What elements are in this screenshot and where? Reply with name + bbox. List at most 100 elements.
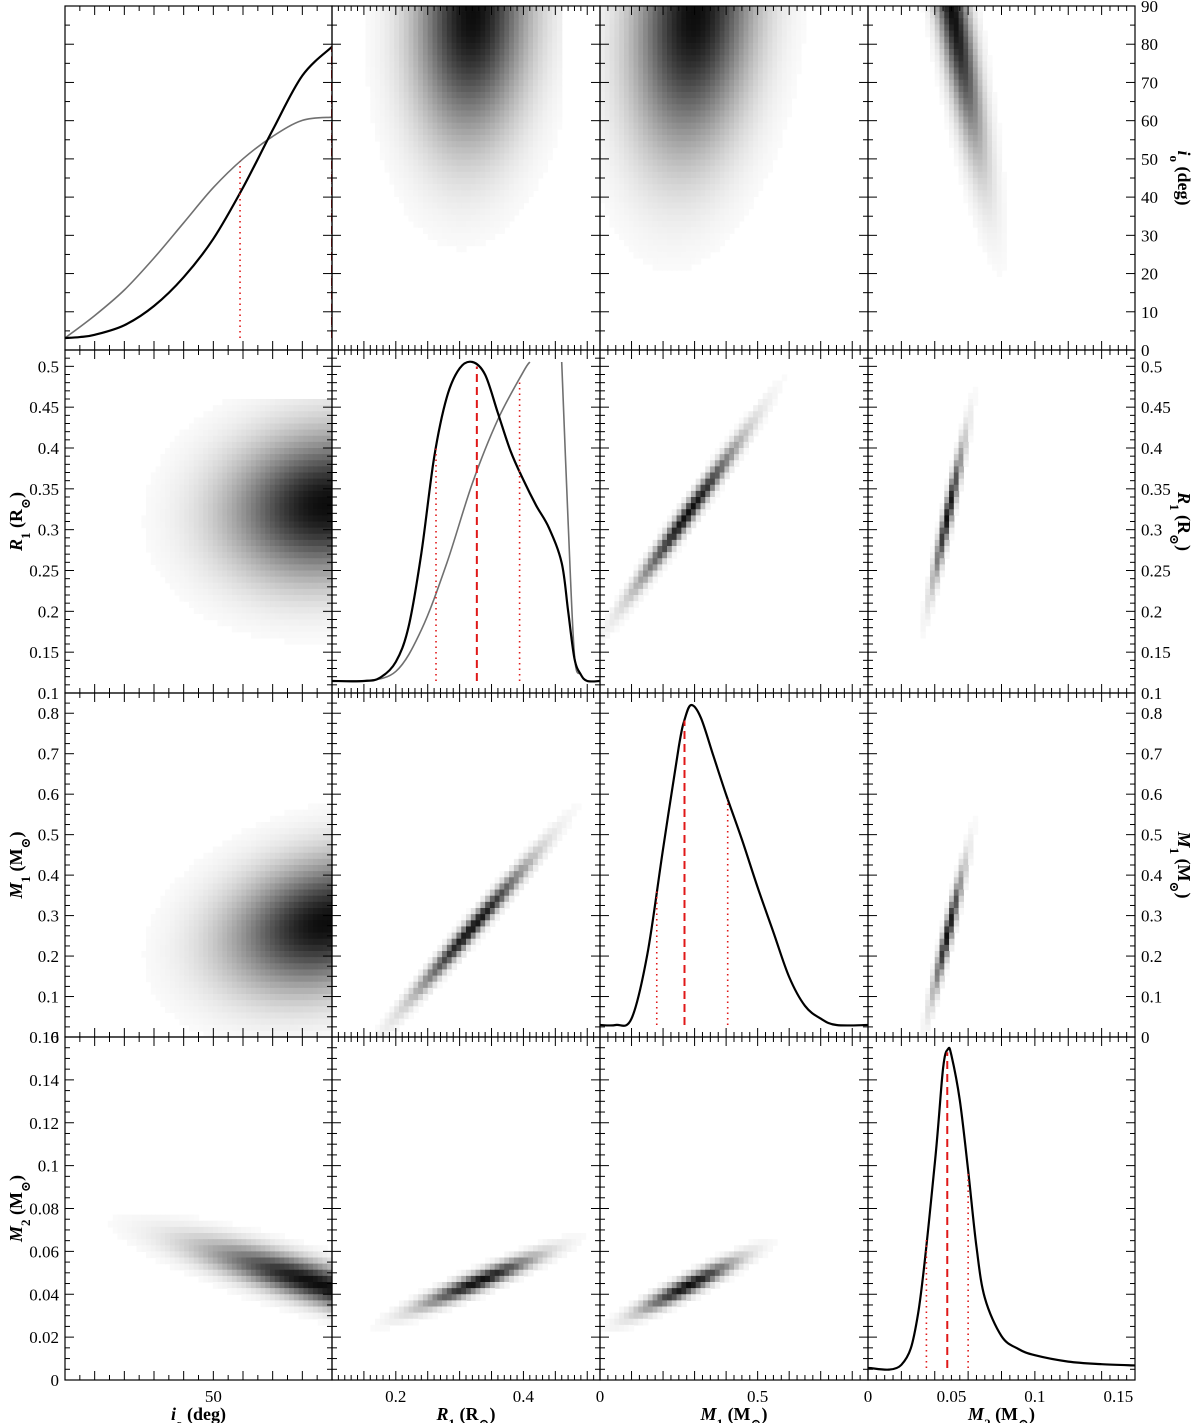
heatmap-cell bbox=[246, 539, 252, 547]
heatmap-cell bbox=[729, 454, 735, 461]
heatmap-cell bbox=[494, 85, 501, 93]
heatmap-cell bbox=[317, 595, 324, 602]
heatmap-cell bbox=[303, 399, 309, 406]
heatmap-cell bbox=[647, 135, 654, 142]
heatmap-cell bbox=[638, 178, 644, 185]
heatmap-cell bbox=[255, 454, 262, 461]
heatmap-cell bbox=[485, 159, 491, 167]
heatmap-cell bbox=[241, 613, 247, 621]
heatmap-cell bbox=[470, 24, 477, 32]
heatmap-cell bbox=[375, 116, 381, 124]
heatmap-cell bbox=[623, 79, 630, 87]
heatmap-cell bbox=[418, 221, 424, 228]
heatmap-cell bbox=[710, 6, 716, 13]
heatmap-cell bbox=[289, 613, 295, 621]
heatmap-cell bbox=[657, 233, 663, 241]
heatmap-cell bbox=[714, 110, 721, 118]
heatmap-cell bbox=[614, 73, 620, 81]
heatmap-cell bbox=[705, 61, 711, 69]
heatmap-cell bbox=[322, 435, 328, 443]
heatmap-cell bbox=[422, 214, 429, 222]
heatmap-cell bbox=[963, 122, 969, 130]
heatmap-cell bbox=[399, 196, 405, 204]
heatmap-cell bbox=[657, 202, 663, 210]
heatmap-cell bbox=[365, 42, 371, 50]
heatmap-cell bbox=[442, 12, 448, 19]
heatmap-cell bbox=[600, 18, 606, 26]
heatmap-cell bbox=[394, 36, 400, 44]
heatmap-cell bbox=[274, 435, 281, 443]
heatmap-cell bbox=[179, 533, 185, 541]
heatmap-cell bbox=[446, 171, 453, 179]
heatmap-cell bbox=[389, 122, 395, 130]
heatmap-cell bbox=[509, 92, 515, 99]
heatmap-cell bbox=[418, 202, 424, 210]
heatmap-cell bbox=[317, 466, 324, 474]
heatmap-cell bbox=[322, 803, 328, 811]
heatmap-cell bbox=[150, 539, 157, 547]
heatmap-cell bbox=[633, 227, 639, 234]
heatmap-cell bbox=[418, 61, 424, 69]
heatmap-cell bbox=[600, 73, 606, 81]
heatmap-cell bbox=[203, 448, 209, 455]
heatmap-cell bbox=[188, 588, 195, 596]
heatmap-cell bbox=[547, 61, 553, 69]
heatmap-cell bbox=[317, 570, 324, 578]
heatmap-cell bbox=[714, 239, 721, 247]
heatmap-cell bbox=[169, 460, 176, 467]
heatmap-cell bbox=[279, 429, 285, 437]
heatmap-cell bbox=[686, 116, 692, 124]
heatmap-cell bbox=[781, 12, 788, 19]
heatmap-cell bbox=[432, 24, 438, 32]
heatmap-cell bbox=[777, 42, 783, 50]
heatmap-cell bbox=[236, 448, 243, 455]
heatmap-cell bbox=[600, 196, 606, 204]
heatmap-cell bbox=[738, 12, 745, 19]
heatmap-cell bbox=[217, 607, 223, 614]
heatmap-cell bbox=[504, 147, 510, 155]
heatmap-cell bbox=[208, 435, 214, 443]
heatmap-cell bbox=[293, 552, 300, 559]
heatmap-cell bbox=[609, 18, 615, 26]
heatmap-cell bbox=[705, 159, 711, 167]
heatmap-cell bbox=[681, 135, 687, 142]
heatmap-cell bbox=[485, 227, 491, 234]
heatmap-cell bbox=[767, 159, 773, 167]
heatmap-cell bbox=[695, 135, 702, 142]
heatmap-cell bbox=[461, 61, 467, 69]
heatmap-cell bbox=[929, 576, 936, 584]
heatmap-cell bbox=[537, 141, 544, 148]
heatmap-cell bbox=[743, 423, 749, 431]
heatmap-cell bbox=[719, 239, 726, 247]
heatmap-cell bbox=[518, 202, 525, 210]
heatmap-cell bbox=[714, 472, 721, 480]
heatmap-cell bbox=[312, 435, 319, 443]
heatmap-cell bbox=[963, 417, 969, 425]
heatmap-cell bbox=[408, 122, 414, 130]
heatmap-cell bbox=[509, 61, 515, 69]
heatmap-cell bbox=[437, 147, 443, 155]
heatmap-cell bbox=[619, 214, 625, 222]
heatmap-cell bbox=[757, 171, 764, 179]
heatmap-cell bbox=[700, 178, 706, 185]
heatmap-cell bbox=[160, 546, 166, 553]
heatmap-cell bbox=[246, 533, 252, 541]
heatmap-cell bbox=[432, 61, 438, 69]
heatmap-cell bbox=[227, 399, 233, 406]
heatmap-cell bbox=[308, 521, 314, 529]
heatmap-cell bbox=[509, 178, 515, 185]
heatmap-cell bbox=[934, 552, 941, 559]
heatmap-cell bbox=[767, 55, 773, 62]
heatmap-cell bbox=[160, 490, 166, 498]
heatmap-cell bbox=[676, 116, 682, 124]
heatmap-cell bbox=[982, 61, 988, 69]
heatmap-cell bbox=[322, 809, 328, 817]
heatmap-cell bbox=[600, 79, 606, 87]
heatmap-cell bbox=[700, 135, 706, 142]
heatmap-cell bbox=[250, 441, 257, 449]
heatmap-cell bbox=[270, 497, 276, 504]
heatmap-cell bbox=[446, 55, 453, 62]
heatmap-cell bbox=[604, 153, 611, 161]
heatmap-cell bbox=[925, 613, 931, 621]
heatmap-cell bbox=[614, 208, 620, 216]
